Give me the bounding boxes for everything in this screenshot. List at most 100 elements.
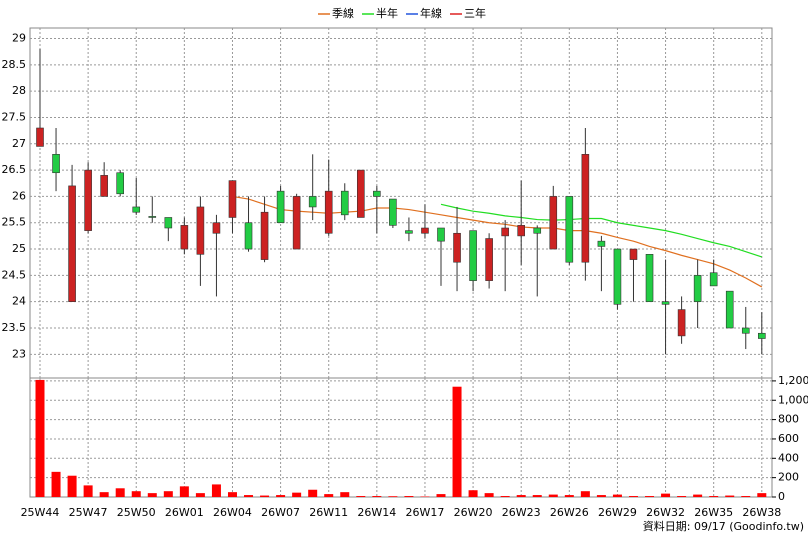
candle-body — [741, 327, 750, 334]
candle-body — [469, 230, 477, 281]
volume-bar — [709, 496, 719, 497]
volume-bar — [211, 484, 221, 497]
y-tick-label: 29 — [12, 32, 26, 45]
candle-body — [196, 206, 205, 255]
volume-bar — [179, 486, 189, 497]
volume-bar — [83, 485, 93, 497]
volume-bar — [276, 495, 286, 497]
y-tick-label: 26.5 — [2, 163, 27, 176]
x-tick-label: 26W20 — [454, 506, 493, 519]
y-tick-label: 25 — [12, 242, 26, 255]
candle-body — [661, 301, 670, 305]
volume-bar — [661, 493, 671, 497]
x-tick-label: 26W29 — [598, 506, 637, 519]
y-tick-label: 28 — [12, 84, 26, 97]
x-tick-label: 25W44 — [21, 506, 60, 519]
y2-tick-label: 1,000 — [778, 393, 808, 406]
y-tick-label: 26 — [12, 189, 26, 202]
candle-body — [164, 217, 173, 229]
candle-body — [308, 196, 317, 208]
y-tick-label: 28.5 — [2, 58, 27, 71]
volume-bar — [580, 491, 590, 497]
candle-body — [645, 254, 654, 302]
candle-body — [148, 216, 157, 218]
candle-body — [757, 332, 766, 339]
y-tick-label: 23.5 — [2, 321, 27, 334]
volume-bar — [356, 496, 366, 497]
x-tick-label: 26W23 — [502, 506, 541, 519]
candle-body — [533, 227, 542, 234]
candle-body — [212, 222, 221, 234]
volume-bar — [404, 496, 414, 497]
x-tick-label: 26W14 — [357, 506, 396, 519]
x-tick-label: 26W11 — [309, 506, 348, 519]
volume-bar — [260, 495, 270, 497]
candle-body — [324, 190, 333, 234]
volume-bar — [645, 496, 655, 497]
x-tick-label: 25W47 — [69, 506, 108, 519]
candle-body — [517, 225, 526, 237]
volume-bar — [324, 494, 334, 497]
x-tick-label: 26W32 — [646, 506, 685, 519]
y-tick-label: 27 — [12, 137, 26, 150]
legend-label: 年線 — [420, 6, 442, 20]
footer: 資料日期: 09/17 (Goodinfo.tw) — [643, 519, 804, 533]
candle-body — [629, 248, 638, 260]
y-tick-label: 24.5 — [2, 268, 27, 281]
candle-body — [36, 127, 44, 147]
candle-body — [565, 196, 574, 263]
candle-body — [116, 172, 124, 195]
volume-bar — [372, 496, 382, 497]
x-tick-label: 25W50 — [117, 506, 156, 519]
volume-bar — [388, 496, 398, 497]
x-tick-label: 26W04 — [213, 506, 252, 519]
volume-bar — [468, 490, 478, 497]
volume-bar — [693, 494, 703, 497]
candle-body — [453, 232, 461, 263]
candle-body — [437, 227, 445, 242]
candle-body — [132, 206, 141, 213]
volume-bar — [308, 489, 318, 497]
volume-bar — [516, 495, 526, 497]
volume-bar — [340, 492, 350, 497]
y2-tick-label: 400 — [778, 451, 799, 464]
volume-bar — [757, 493, 767, 497]
candle-body — [292, 196, 301, 250]
y-tick-label: 27.5 — [2, 110, 27, 123]
candle-body — [356, 169, 365, 218]
y2-tick-label: 1,200 — [778, 374, 808, 387]
candle-body — [340, 190, 349, 216]
volume-bar — [163, 491, 173, 497]
volume-bar — [484, 493, 494, 497]
volume-bar — [115, 488, 125, 497]
candle-body — [677, 309, 686, 337]
volume-bar — [725, 495, 735, 497]
ma-line — [232, 195, 763, 288]
candle-body — [373, 190, 381, 197]
volume-bar — [548, 494, 558, 497]
volume-bar — [741, 496, 751, 497]
candle-body — [421, 227, 429, 234]
volume-bar — [596, 495, 606, 497]
volume-bar — [500, 496, 510, 497]
volume-bar — [436, 494, 446, 497]
candle-body — [501, 227, 509, 237]
y-tick-label: 24 — [12, 295, 26, 308]
candle-body — [228, 180, 237, 218]
legend-label: 半年 — [376, 6, 398, 20]
candle-body — [52, 154, 60, 174]
volume-bar — [35, 379, 45, 497]
x-tick-label: 26W17 — [406, 506, 445, 519]
volume-bar — [147, 493, 157, 497]
volume-bar — [51, 471, 61, 497]
candle-body — [485, 238, 493, 281]
candle-body — [693, 275, 702, 302]
candle-body — [581, 154, 590, 263]
volume-bar — [628, 496, 638, 497]
volume-bar — [195, 493, 205, 497]
candle-body — [68, 185, 76, 302]
volume-bar — [99, 492, 109, 497]
ma-line — [440, 203, 762, 258]
candle-body — [405, 230, 413, 234]
